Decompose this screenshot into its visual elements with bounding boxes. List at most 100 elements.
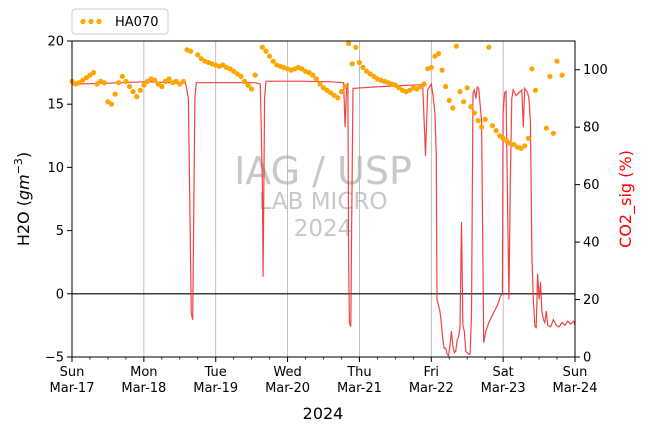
data-point-ha070 <box>353 44 359 50</box>
data-point-ha070 <box>346 40 352 47</box>
right-y-tick-label: 60 <box>583 178 600 193</box>
data-point-ha070 <box>119 73 125 79</box>
x-tick-label-date: Mar-20 <box>265 381 310 396</box>
data-point-ha070 <box>432 53 438 59</box>
data-point-ha070 <box>338 89 345 95</box>
watermark: IAG / USP LAB MICRO 2024 <box>234 149 412 242</box>
data-point-ha070 <box>130 89 136 95</box>
data-point-ha070 <box>141 82 147 88</box>
data-point-ha070 <box>112 91 118 97</box>
data-point-ha070 <box>461 99 467 105</box>
data-point-ha070 <box>108 101 115 107</box>
x-tick-label-date: Mar-22 <box>409 381 454 396</box>
watermark-line1: IAG / USP <box>234 149 412 193</box>
left-y-tick-label: 5 <box>56 224 64 239</box>
legend: HA070 <box>71 8 169 35</box>
left-y-axis-label: H2O (gm−3) <box>12 152 33 246</box>
data-point-ha070 <box>267 53 273 59</box>
data-point-ha070 <box>464 85 470 91</box>
data-point-ha070 <box>159 83 165 90</box>
data-point-ha070 <box>529 66 535 72</box>
left-y-label-main: H2O ( <box>14 200 33 246</box>
data-point-ha070 <box>313 76 319 82</box>
x-axis-label: 2024 <box>303 404 344 423</box>
data-point-ha070 <box>439 67 445 73</box>
data-point-ha070 <box>489 123 495 129</box>
x-axis: SunMar-17MonMar-18TueMar-19WedMar-20ThuM… <box>50 357 597 396</box>
data-point-ha070 <box>249 86 255 92</box>
legend-dot <box>96 18 102 25</box>
legend-dot <box>88 18 94 25</box>
left-y-tick-label: −5 <box>45 351 64 366</box>
x-tick-label-day: Sun <box>563 365 588 380</box>
data-point-ha070 <box>547 73 553 79</box>
data-point-ha070 <box>435 51 442 57</box>
series-line-co2-sig <box>71 80 576 357</box>
data-point-ha070 <box>238 73 244 79</box>
x-tick-label-date: Mar-23 <box>481 381 526 396</box>
x-tick-label-date: Mar-19 <box>193 381 238 396</box>
data-point-ha070 <box>349 61 355 67</box>
data-point-ha070 <box>270 58 276 64</box>
data-point-ha070 <box>245 82 251 88</box>
left-y-tick-label: 10 <box>47 161 64 176</box>
data-point-ha070 <box>252 72 258 78</box>
right-y-tick-label: 20 <box>583 293 600 308</box>
right-y-tick-label: 0 <box>583 351 591 366</box>
left-y-axis: −5 0 5 10 15 20 <box>45 35 72 366</box>
left-y-label-unit: gm <box>14 174 33 200</box>
data-point-ha070 <box>475 118 481 124</box>
data-point-ha070 <box>134 94 140 100</box>
data-point-ha070 <box>123 78 129 84</box>
left-y-tick-label: 20 <box>47 35 64 50</box>
left-y-tick-label: 0 <box>56 287 64 302</box>
data-point-ha070 <box>482 116 488 122</box>
data-point-ha070 <box>486 44 492 50</box>
data-point-ha070 <box>126 83 133 90</box>
x-tick-label-day: Thu <box>346 365 371 380</box>
data-point-ha070 <box>173 78 179 84</box>
data-point-ha070 <box>137 87 143 93</box>
legend-dot <box>80 18 86 25</box>
data-point-ha070 <box>428 64 434 71</box>
x-tick-label-day: Sun <box>60 365 85 380</box>
data-point-ha070 <box>457 89 463 95</box>
x-tick-label-date: Mar-17 <box>50 381 95 396</box>
data-point-ha070 <box>532 87 539 93</box>
data-point-ha070 <box>335 95 341 101</box>
x-tick-label-date: Mar-21 <box>337 381 382 396</box>
data-point-ha070 <box>241 78 248 84</box>
data-point-ha070 <box>342 83 348 90</box>
data-point-ha070 <box>500 135 506 141</box>
data-point-ha070 <box>152 77 158 83</box>
watermark-line2: LAB MICRO <box>259 189 388 215</box>
watermark-line3: 2024 <box>294 216 353 242</box>
data-point-ha070 <box>525 135 531 141</box>
data-point-ha070 <box>493 128 499 134</box>
right-y-tick-label: 100 <box>583 63 608 78</box>
data-point-ha070 <box>550 130 557 136</box>
data-point-ha070 <box>231 68 237 74</box>
right-y-tick-label: 80 <box>583 121 600 136</box>
data-point-ha070 <box>446 97 452 103</box>
data-point-ha070 <box>259 44 265 50</box>
x-tick-label-day: Mon <box>130 365 157 380</box>
data-point-ha070 <box>101 80 107 86</box>
data-point-ha070 <box>453 43 459 49</box>
left-y-label-close: ) <box>14 152 33 158</box>
data-point-ha070 <box>421 81 427 87</box>
data-point-ha070 <box>195 52 201 58</box>
data-point-ha070 <box>116 80 122 86</box>
data-point-ha070 <box>543 125 549 131</box>
x-tick-label-date: Mar-18 <box>121 381 166 396</box>
data-point-ha070 <box>450 105 456 111</box>
data-point-ha070 <box>364 68 370 74</box>
data-point-ha070 <box>177 81 183 87</box>
right-y-tick-label: 40 <box>583 236 600 251</box>
x-tick-label-day: Fri <box>424 365 440 380</box>
data-point-ha070 <box>479 124 485 130</box>
legend-label-ha070: HA070 <box>115 15 158 30</box>
data-point-ha070 <box>511 142 517 148</box>
